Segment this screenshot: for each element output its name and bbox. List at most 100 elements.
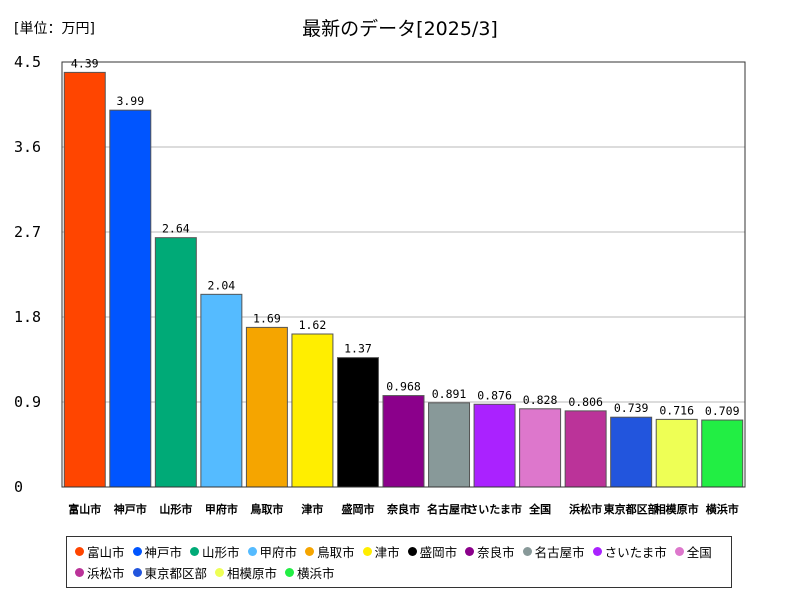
x-tick-label: 奈良市 — [386, 502, 420, 516]
bar — [291, 333, 334, 488]
legend-label: 山形市 — [202, 545, 240, 560]
data-label: 3.99 — [116, 94, 144, 108]
legend-item: 盛岡市 — [407, 541, 458, 562]
legend-label: 東京都区部 — [144, 566, 208, 581]
data-label: 2.04 — [208, 278, 236, 292]
bar — [154, 237, 197, 488]
bar — [610, 416, 653, 488]
legend-label: 奈良市 — [477, 545, 515, 560]
y-tick-label: 1.8 — [14, 308, 41, 326]
bar — [701, 419, 744, 488]
legend-dot-icon — [362, 547, 372, 556]
legend-dot-icon — [465, 547, 475, 556]
legend-dot-icon — [305, 547, 315, 556]
x-tick-label: 山形市 — [159, 502, 192, 516]
x-tick-label: 東京都区部 — [604, 502, 659, 516]
legend-dot-icon — [407, 547, 417, 556]
data-label: 2.64 — [162, 222, 190, 236]
x-tick-label: 富山市 — [68, 502, 101, 516]
bar — [382, 395, 425, 488]
bar — [655, 418, 698, 488]
legend-dot-icon — [132, 547, 142, 556]
legend-item: さいたま市 — [592, 541, 667, 562]
bar — [200, 293, 243, 488]
legend-label: 名古屋市 — [534, 545, 585, 560]
legend-item: 全国 — [674, 541, 712, 562]
data-label: 0.891 — [432, 387, 467, 401]
bar — [63, 71, 106, 488]
legend-item: 横浜市 — [285, 562, 335, 583]
legend-item: 神戸市 — [132, 541, 183, 562]
data-label: 1.69 — [253, 311, 281, 325]
data-label: 0.716 — [659, 403, 694, 417]
bar-chart: 0 0.9 1.8 2.7 3.6 4.5 4.39 3.99 2.64 2.04 1.69 1.6… — [14, 53, 746, 516]
bar — [519, 408, 562, 488]
plot-area-frame — [61, 61, 746, 488]
x-tick-label: 名古屋市 — [427, 502, 471, 516]
legend-label: 鳥取市 — [317, 545, 355, 560]
legend-item: 名古屋市 — [522, 541, 585, 562]
data-label: 1.62 — [299, 318, 327, 332]
data-label: 0.739 — [614, 401, 649, 415]
legend-item: 甲府市 — [247, 541, 298, 562]
y-tick-label: 0 — [14, 478, 23, 496]
legend-item: 奈良市 — [465, 541, 515, 562]
legend-dot-icon — [190, 547, 200, 556]
legend-item: 山形市 — [190, 541, 240, 562]
x-tick-label: 津市 — [301, 502, 323, 516]
bar — [428, 402, 471, 488]
y-tick-label: 3.6 — [14, 138, 41, 156]
x-tick-label: 鳥取市 — [250, 502, 283, 516]
y-tick-label: 0.9 — [14, 393, 41, 411]
legend-item: 相模原市 — [215, 562, 277, 583]
data-labels: 4.39 3.99 2.64 2.04 1.69 1.62 1.37 0.968 0.891 0.… — [71, 56, 740, 418]
legend-item: 東京都区部 — [132, 562, 208, 583]
legend: 富山市 神戸市 山形市 甲府市 鳥取市 津市 盛岡市 奈良市 名古屋市 さいたま市 全国浜松市 東京都… — [66, 536, 732, 588]
legend-item: 津市 — [362, 541, 400, 562]
legend-item: 浜松市 — [75, 562, 125, 583]
x-tick-label: 相模原市 — [655, 502, 699, 516]
legend-item: 富山市 — [75, 541, 125, 562]
legend-label: 甲府市 — [259, 545, 298, 560]
legend-label: さいたま市 — [604, 545, 667, 560]
legend-label: 津市 — [374, 545, 400, 560]
x-tick-label: 甲府市 — [205, 502, 238, 516]
legend-dot-icon — [522, 547, 532, 556]
legend-dot-icon — [75, 547, 84, 556]
legend-dot-icon — [285, 568, 295, 577]
bar — [473, 403, 516, 488]
y-axis-ticks: 0 0.9 1.8 2.7 3.6 4.5 — [14, 53, 41, 496]
legend-dot-icon — [247, 547, 257, 556]
x-tick-label: 盛岡市 — [341, 502, 374, 516]
bar — [245, 326, 288, 488]
x-tick-label: 全国 — [528, 502, 551, 516]
x-tick-label: さいたま市 — [467, 502, 522, 516]
legend-label: 相模原市 — [227, 566, 278, 581]
legend-label: 全国 — [686, 545, 712, 560]
x-tick-label: 横浜市 — [706, 502, 739, 516]
chart-title: 最新のデータ[2025/3] — [302, 18, 498, 40]
bar — [336, 357, 379, 488]
bar — [564, 410, 607, 488]
x-tick-label: 浜松市 — [569, 502, 602, 516]
y-tick-label: 2.7 — [14, 223, 41, 241]
legend-label: 富山市 — [87, 545, 125, 560]
legend-label: 盛岡市 — [419, 545, 458, 560]
data-label: 1.37 — [344, 342, 372, 356]
data-label: 0.828 — [523, 393, 558, 407]
legend-item: 鳥取市 — [305, 541, 355, 562]
data-label: 4.39 — [71, 56, 99, 70]
y-tick-label: 4.5 — [14, 53, 41, 71]
legend-dot-icon — [75, 568, 84, 577]
legend-label: 神戸市 — [144, 545, 183, 560]
data-label: 0.709 — [705, 404, 740, 418]
legend-dot-icon — [132, 568, 142, 577]
bars — [63, 71, 744, 488]
x-tick-label: 神戸市 — [114, 502, 147, 516]
legend-label: 浜松市 — [87, 566, 125, 581]
data-label: 0.968 — [386, 380, 421, 394]
data-label: 0.876 — [477, 388, 512, 402]
legend-dot-icon — [215, 568, 225, 577]
legend-dot-icon — [592, 547, 602, 556]
